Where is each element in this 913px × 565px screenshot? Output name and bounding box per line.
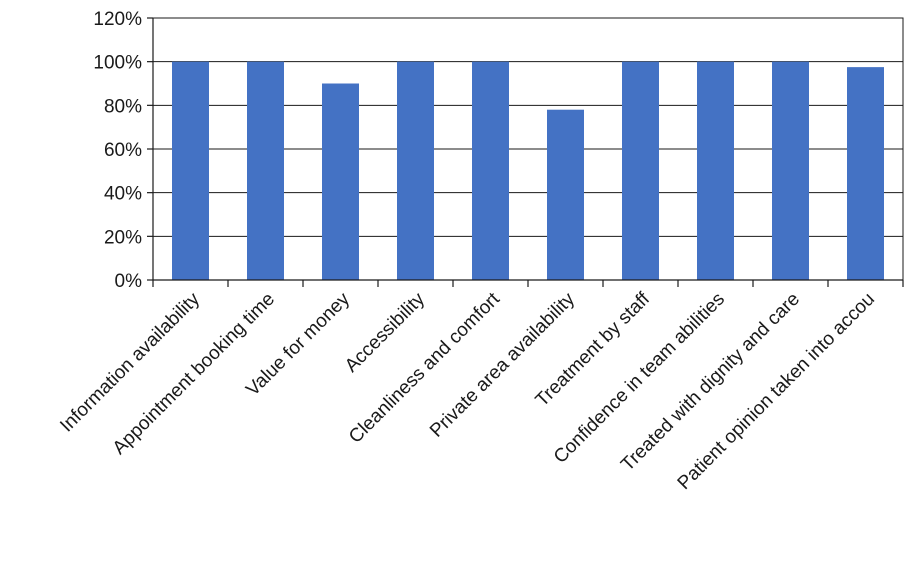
y-tick-label: 40% [104, 184, 142, 205]
axis-layer [147, 17, 904, 287]
bar [397, 61, 434, 280]
bar-layer [172, 61, 884, 280]
y-tick-label: 0% [115, 271, 143, 292]
y-tick-label: 100% [93, 53, 142, 74]
y-tick-label: 20% [104, 227, 142, 248]
x-category-label: Private area availability [426, 288, 579, 441]
bar [172, 61, 209, 280]
y-tick-label: 80% [104, 96, 142, 117]
x-category-label: Cleanliness and comfort [345, 288, 504, 447]
y-tick-label: 60% [104, 140, 142, 161]
bar [472, 61, 509, 280]
bar [847, 67, 884, 280]
bar [772, 61, 809, 280]
x-category-label: Information availability [56, 288, 204, 436]
bar [247, 61, 284, 280]
y-tick-labels: 0% 20% 40% 60% 80% 100% 120% [93, 9, 142, 292]
bar [697, 61, 734, 280]
bar [322, 83, 359, 280]
bar [622, 61, 659, 280]
y-tick-label: 120% [93, 9, 142, 30]
bar [547, 109, 584, 280]
